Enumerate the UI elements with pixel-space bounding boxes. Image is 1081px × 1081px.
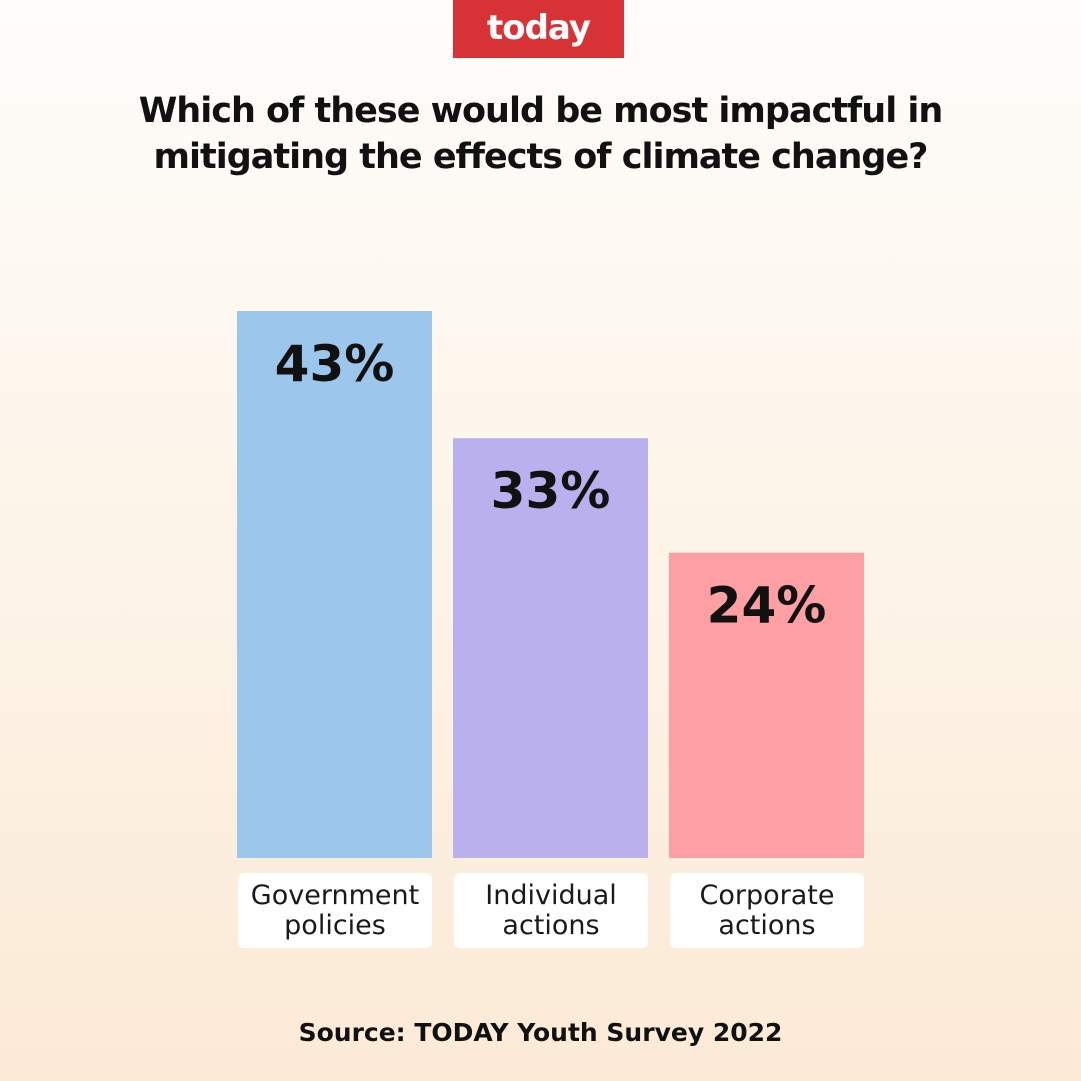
bar-individual	[453, 438, 648, 858]
chart-title: Which of these would be most impactful i…	[138, 91, 944, 177]
logo-text: today	[486, 8, 591, 48]
value-label-corporate: 24%	[707, 577, 827, 635]
bar-corporate	[669, 552, 864, 858]
category-label-government: Government policies	[238, 873, 432, 948]
value-label-individual: 33%	[491, 462, 611, 520]
bar-government	[237, 311, 432, 858]
value-label-government: 43%	[275, 335, 395, 393]
category-label-individual: Individual actions	[454, 873, 648, 948]
bar-chart: 43% 33% 24%	[237, 311, 864, 858]
today-logo: today	[453, 0, 624, 58]
category-label-corporate: Corporate actions	[670, 873, 864, 948]
source-note: Source: TODAY Youth Survey 2022	[298, 1018, 783, 1047]
